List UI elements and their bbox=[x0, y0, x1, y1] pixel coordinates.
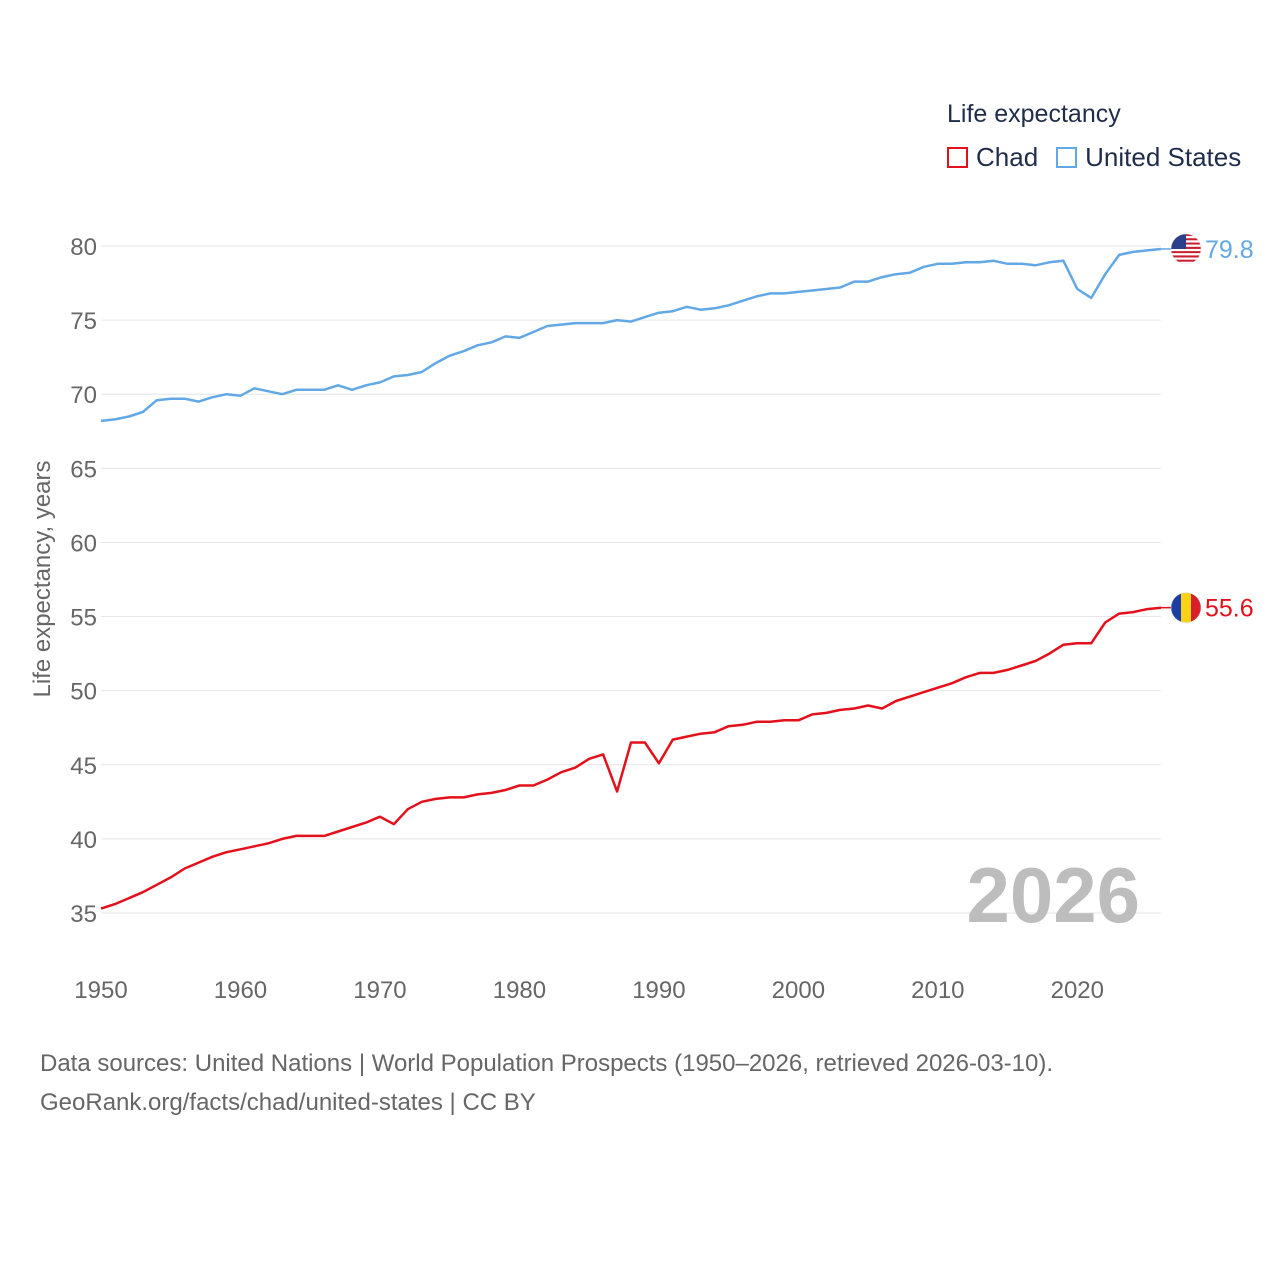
y-tick-labels: 35 40 45 50 55 60 65 70 75 80 bbox=[70, 234, 97, 928]
y-tick-50: 50 bbox=[70, 679, 97, 706]
legend-item-united-states[interactable]: United States bbox=[1056, 142, 1241, 173]
current-year-label: 2026 bbox=[966, 851, 1140, 939]
y-tick-80: 80 bbox=[70, 234, 97, 261]
y-tick-75: 75 bbox=[70, 308, 97, 335]
grid-lines bbox=[101, 245, 1161, 914]
end-label-chad: 55.6 bbox=[1205, 595, 1254, 623]
y-tick-55: 55 bbox=[70, 605, 97, 632]
y-axis-label: Life expectancy, years bbox=[29, 460, 56, 697]
y-tick-60: 60 bbox=[70, 530, 97, 557]
x-tick-2000: 2000 bbox=[772, 977, 825, 1004]
y-tick-40: 40 bbox=[70, 827, 97, 854]
source-line-1: Data sources: United Nations | World Pop… bbox=[40, 1050, 1054, 1077]
legend-label-united-states: United States bbox=[1085, 142, 1242, 172]
x-tick-1980: 1980 bbox=[493, 977, 546, 1004]
x-tick-1950: 1950 bbox=[74, 977, 127, 1004]
flag-icon-united-states bbox=[1170, 233, 1202, 265]
legend-title: Life expectancy bbox=[947, 100, 1121, 128]
series-line-chad bbox=[100, 606, 1162, 910]
x-tick-2010: 2010 bbox=[911, 977, 964, 1004]
y-tick-45: 45 bbox=[70, 753, 97, 780]
y-tick-35: 35 bbox=[70, 901, 97, 928]
end-label-united-states: 79.8 bbox=[1205, 236, 1254, 264]
y-tick-65: 65 bbox=[70, 456, 97, 483]
flag-icon-chad bbox=[1170, 592, 1202, 623]
x-tick-1960: 1960 bbox=[214, 977, 267, 1004]
x-tick-1990: 1990 bbox=[632, 977, 685, 1004]
y-tick-70: 70 bbox=[70, 382, 97, 409]
legend-swatch-chad bbox=[947, 147, 968, 168]
end-markers: 55.6 79.8 bbox=[1161, 233, 1254, 623]
x-tick-labels: 1950 1960 1970 1980 1990 2000 2010 2020 bbox=[74, 977, 1104, 1004]
series-line-united-states bbox=[100, 247, 1162, 423]
series-lines bbox=[100, 247, 1162, 910]
legend-item-chad[interactable]: Chad bbox=[947, 142, 1038, 173]
x-tick-1970: 1970 bbox=[353, 977, 406, 1004]
source-line-2: GeoRank.org/facts/chad/united-states | C… bbox=[40, 1089, 536, 1116]
legend-swatch-united-states bbox=[1056, 147, 1078, 168]
legend: Chad United States bbox=[947, 142, 1259, 173]
legend-label-chad: Chad bbox=[976, 142, 1039, 172]
source-note: Data sources: United Nations | World Pop… bbox=[40, 1044, 1053, 1122]
x-tick-2020: 2020 bbox=[1051, 977, 1104, 1004]
